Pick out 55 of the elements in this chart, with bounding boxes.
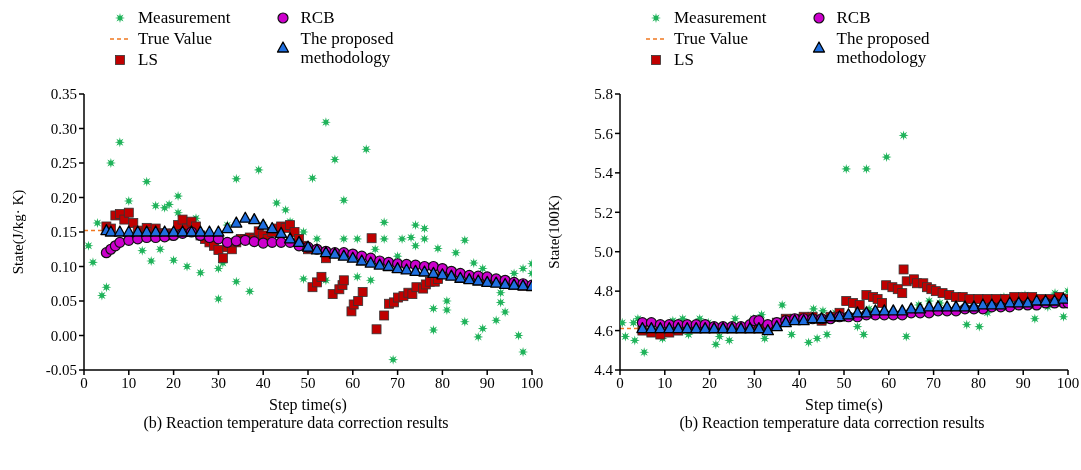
- y-tick-label: 0.05: [50, 293, 77, 310]
- x-tick-label: 10: [121, 374, 137, 391]
- y-axis-title: State(100K): [546, 195, 564, 269]
- x-tick-label: 40: [255, 374, 271, 391]
- x-axis-title: Step time(s): [269, 396, 347, 414]
- legend-label: The proposed methodology: [836, 29, 931, 67]
- x-tick-label: 50: [836, 374, 852, 391]
- x-tick-label: 30: [746, 374, 762, 391]
- x-tick-label: 60: [881, 374, 897, 391]
- x-tick-label: 20: [166, 374, 182, 391]
- y-axis-title: State(J/kg· K): [10, 189, 28, 275]
- legend-label: The proposed methodology: [300, 29, 395, 67]
- y-tick-label: 4.6: [594, 322, 614, 339]
- x-tick-label: 0: [616, 374, 624, 391]
- x-tick-label: 60: [345, 374, 361, 391]
- legend-label: True Value: [138, 29, 213, 48]
- legend-label: True Value: [674, 29, 749, 48]
- x-tick-label: 70: [390, 374, 406, 391]
- legend-label: Measurement: [138, 8, 231, 27]
- x-tick-label: 70: [926, 374, 942, 391]
- x-tick-label: 90: [479, 374, 495, 391]
- y-tick-label: 0.30: [50, 120, 77, 137]
- x-axis-title: Step time(s): [805, 396, 883, 414]
- y-tick-label: 0.10: [50, 258, 77, 275]
- legend-label: LS: [674, 50, 694, 69]
- y-tick-label: 0.00: [50, 327, 77, 344]
- text: (b) Reaction temperature data correction results: [142, 414, 450, 432]
- legend-label: Measurement: [674, 8, 767, 27]
- y-tick-label: 0.15: [50, 224, 77, 241]
- x-tick-label: 90: [1015, 374, 1031, 391]
- x-tick-label: 100: [1056, 374, 1080, 391]
- x-tick-label: 30: [210, 374, 226, 391]
- y-tick-label: 5.2: [594, 204, 613, 221]
- y-tick-label: 4.4: [594, 362, 614, 379]
- x-tick-label: 50: [300, 374, 316, 391]
- y-tick-label: 4.8: [594, 283, 613, 300]
- y-tick-label: 5.0: [594, 244, 613, 261]
- y-tick-label: 0.25: [50, 155, 77, 172]
- y-tick-label: -0.05: [45, 362, 77, 379]
- x-tick-label: 80: [434, 374, 450, 391]
- y-tick-label: 5.8: [594, 86, 613, 103]
- y-tick-label: 5.6: [594, 125, 614, 142]
- x-tick-label: 20: [702, 374, 718, 391]
- legend-label: LS: [138, 50, 158, 69]
- x-tick-label: 80: [970, 374, 986, 391]
- x-tick-label: 100: [520, 374, 544, 391]
- y-tick-label: 5.4: [594, 165, 614, 182]
- legend-label: RCB: [300, 8, 335, 27]
- x-tick-label: 0: [80, 374, 88, 391]
- y-tick-label: 0.20: [50, 189, 77, 206]
- text: (b) Reaction temperature data correction results: [678, 414, 986, 432]
- x-tick-label: 40: [791, 374, 807, 391]
- x-tick-label: 10: [657, 374, 673, 391]
- legend-label: RCB: [836, 8, 871, 27]
- y-tick-label: 0.35: [50, 86, 77, 103]
